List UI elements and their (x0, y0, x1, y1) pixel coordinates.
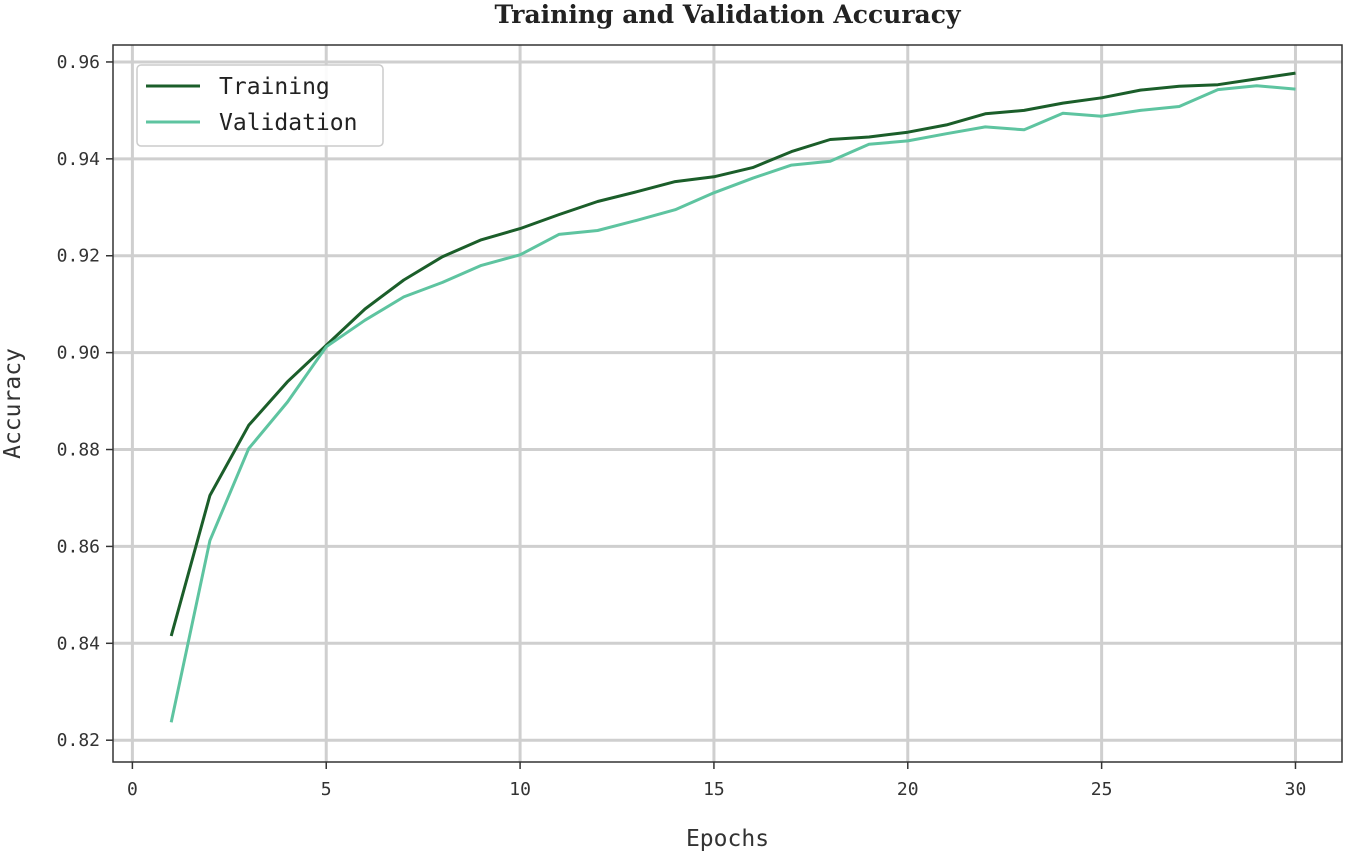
y-axis-label: Accuracy (0, 348, 26, 459)
axis-ticks: 0 5 10 15 20 25 30 0.82 0.84 0.86 0.88 0.90 0.92 0.94… (57, 52, 1307, 800)
y-tick-label: 0.86 (57, 536, 100, 557)
series-line-training (169, 71, 1296, 637)
grid (113, 45, 1342, 762)
x-tick-label: 5 (321, 779, 332, 800)
y-tick-label: 0.82 (57, 730, 100, 751)
y-tick-label: 0.96 (57, 52, 100, 73)
y-tick-label: 0.92 (57, 246, 100, 267)
x-tick-label: 20 (897, 779, 919, 800)
chart-title: Training and Validation Accuracy (495, 0, 962, 29)
x-axis-label: Epochs (686, 826, 769, 852)
y-tick-label: 0.94 (57, 149, 100, 170)
y-tick-label: 0.84 (57, 633, 100, 654)
legend-label-validation: Validation (219, 110, 357, 136)
series-line-validation (169, 84, 1296, 723)
x-tick-label: 15 (703, 779, 725, 800)
x-tick-label: 25 (1091, 779, 1113, 800)
x-tick-label: 0 (127, 779, 138, 800)
y-tick-label: 0.90 (57, 343, 100, 364)
x-tick-label: 10 (509, 779, 531, 800)
y-tick-label: 0.88 (57, 440, 100, 461)
legend-label-training: Training (219, 74, 330, 100)
series-lines (169, 71, 1296, 723)
plot-frame (112, 44, 1343, 763)
x-tick-label: 30 (1285, 779, 1307, 800)
legend: Training Validation (136, 64, 384, 147)
